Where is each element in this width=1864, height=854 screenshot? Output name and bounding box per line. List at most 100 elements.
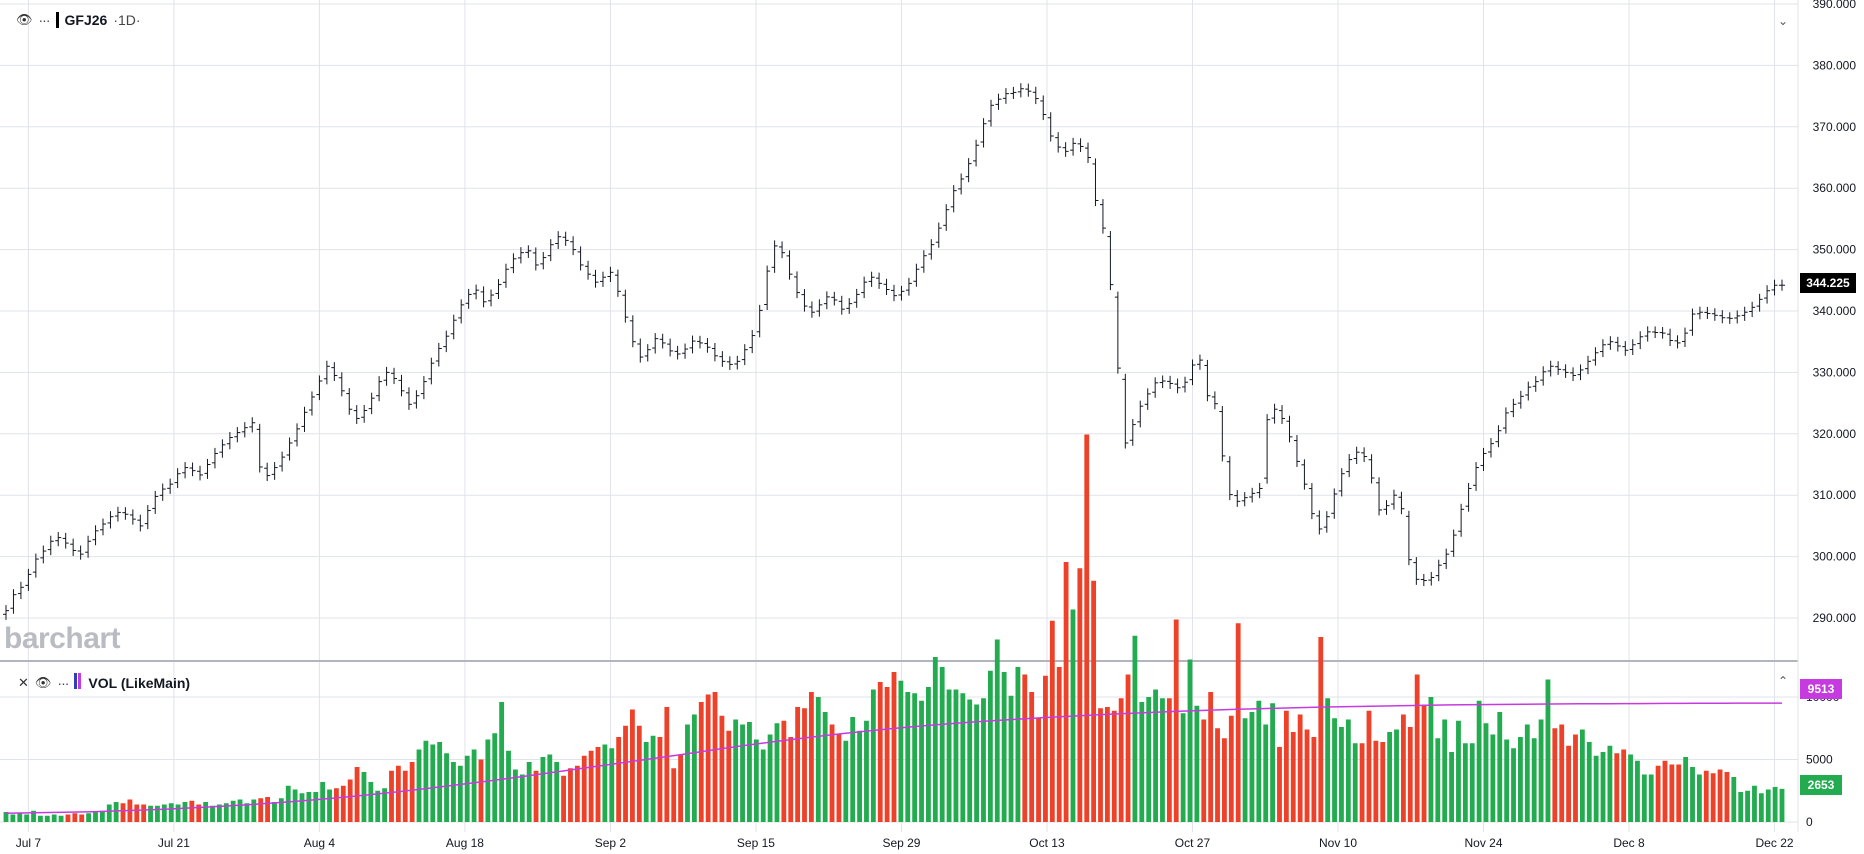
ohlc-bar: [1532, 376, 1539, 392]
ohlc-bar: [965, 158, 972, 183]
volume-bar: [10, 814, 16, 822]
ellipsis-icon[interactable]: ···: [57, 674, 69, 691]
ohlc-bar: [831, 291, 838, 306]
volume-bar: [1387, 732, 1393, 822]
ohlc-bar: [905, 277, 912, 296]
volume-bar: [99, 810, 105, 822]
volume-bar: [155, 805, 160, 822]
ohlc-bar: [323, 360, 330, 385]
volume-bar: [416, 749, 422, 822]
time-tick-label: Oct 27: [1175, 836, 1211, 850]
symbol-label[interactable]: GFJ26: [64, 12, 108, 28]
ohlc-bar: [1271, 403, 1278, 424]
volume-bar: [760, 749, 766, 822]
volume-bar: [636, 725, 642, 822]
chevron-down-icon[interactable]: ⌄: [1778, 14, 1789, 28]
volume-bar: [671, 768, 677, 822]
volume-bar: [189, 800, 195, 822]
chevron-up-icon[interactable]: ⌃: [1778, 674, 1789, 688]
ohlc-series: [3, 83, 1785, 620]
ohlc-bar: [585, 260, 592, 280]
volume-bar: [492, 733, 498, 822]
ohlc-bar: [376, 376, 383, 402]
ohlc-bar: [1749, 301, 1756, 318]
volume-bar: [581, 755, 587, 822]
ohlc-bar: [316, 375, 323, 401]
volume-axis[interactable]: 0500010000: [1806, 690, 1840, 829]
ohlc-bar: [741, 344, 748, 366]
price-tick-label: 320.000: [1813, 427, 1857, 441]
volume-bar: [161, 804, 167, 822]
volume-bar: [1628, 754, 1633, 822]
volume-bar: [623, 725, 628, 822]
volume-bar: [499, 702, 505, 822]
volume-bar: [1662, 760, 1668, 822]
volume-bar: [540, 757, 546, 822]
ohlc-bar: [1495, 425, 1502, 448]
volume-indicator-label[interactable]: VOL (LikeMain): [88, 674, 191, 691]
price-tick-label: 350.000: [1813, 243, 1857, 257]
ohlc-bar: [555, 231, 562, 250]
volume-bar: [44, 815, 50, 822]
volume-bar: [1222, 738, 1227, 822]
volume-bar: [1056, 667, 1062, 822]
volume-bar: [1724, 772, 1730, 822]
ohlc-bar: [1383, 500, 1390, 515]
ohlc-bar: [1293, 435, 1300, 467]
volume-bar: [1476, 700, 1482, 822]
close-icon[interactable]: ✕: [18, 674, 29, 690]
volume-bar: [884, 687, 890, 822]
ohlc-bar: [1040, 95, 1047, 121]
eye-icon[interactable]: 👁: [16, 12, 33, 27]
ohlc-bar: [47, 535, 54, 556]
price-grid: [0, 0, 1798, 832]
volume-bar: [877, 682, 883, 822]
ohlc-bar: [144, 505, 151, 530]
ohlc-bar: [55, 532, 62, 547]
volume-bar: [1518, 737, 1523, 822]
ohlc-bar: [107, 511, 114, 529]
time-tick-label: Nov 24: [1464, 836, 1502, 850]
volume-bar: [1414, 674, 1420, 822]
volume-bar: [382, 788, 388, 822]
volume-bar: [1208, 692, 1214, 822]
ohlc-bar: [458, 299, 465, 324]
volume-bar: [1201, 719, 1207, 822]
time-tick-label: Aug 4: [304, 836, 336, 850]
volume-bar: [237, 799, 243, 822]
volume-bar: [630, 709, 635, 822]
ohlc-bar: [935, 222, 942, 248]
ohlc-bar: [495, 279, 502, 299]
volume-bar: [1249, 712, 1255, 822]
volume-bar: [1311, 737, 1317, 822]
ohlc-bar: [517, 247, 524, 264]
volume-bar: [506, 750, 511, 822]
volume-bar: [457, 765, 463, 822]
ohlc-bar: [1323, 511, 1330, 533]
price-tick-label: 340.000: [1813, 304, 1857, 318]
volume-bar: [38, 815, 43, 822]
price-tick-label: 370.000: [1813, 120, 1857, 134]
time-tick-label: Aug 18: [446, 836, 484, 850]
volume-bar: [781, 720, 787, 822]
volume-bar: [767, 734, 773, 822]
ohlc-bar: [1659, 327, 1666, 339]
ohlc-bar: [1099, 199, 1106, 234]
volume-bar: [1111, 710, 1117, 822]
ohlc-bar: [294, 423, 301, 447]
ellipsis-icon[interactable]: ···: [38, 12, 51, 28]
ohlc-bar: [189, 462, 196, 477]
eye-icon[interactable]: 👁: [34, 674, 52, 690]
ohlc-bar: [674, 345, 681, 360]
time-axis[interactable]: Jul 7 Jul 21 Aug 4 Aug 18 Sep 2 Sep 15 Sep 29 O…: [16, 836, 1794, 850]
volume-bar: [733, 719, 739, 822]
ohlc-bar: [771, 240, 778, 273]
volume-bar: [1166, 698, 1172, 822]
ohlc-bar: [1517, 390, 1524, 409]
interval-label[interactable]: ·1D·: [113, 12, 141, 28]
volume-bar: [1758, 793, 1764, 822]
volume-bar: [1118, 698, 1124, 822]
volume-bar: [1352, 743, 1358, 822]
price-axis[interactable]: 290.000 300.000 310.000 320.000 330.000 340.0…: [1813, 0, 1857, 625]
time-tick-label: Sep 15: [737, 836, 775, 850]
